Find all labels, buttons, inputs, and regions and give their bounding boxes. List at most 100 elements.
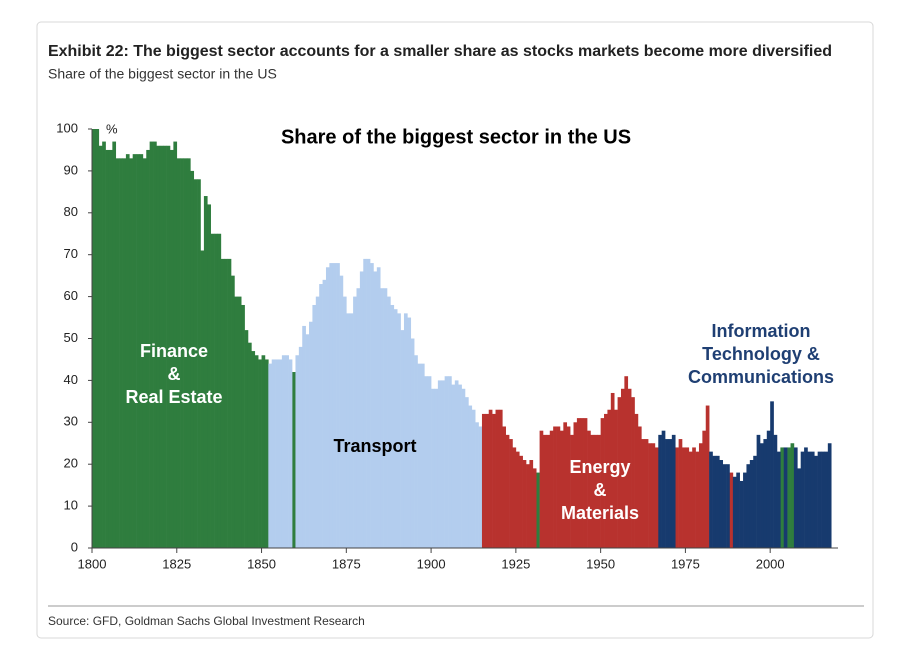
bar (824, 451, 829, 548)
bar (546, 434, 551, 548)
bar (254, 355, 259, 548)
bar (403, 313, 408, 548)
bar (444, 376, 449, 548)
bar (536, 472, 540, 548)
bar (431, 388, 435, 548)
bar (336, 263, 340, 548)
bar (339, 275, 344, 548)
bar (505, 434, 510, 548)
bar (705, 405, 710, 548)
bar (465, 397, 469, 548)
bar (522, 460, 527, 548)
bar (665, 439, 669, 548)
bar (197, 179, 201, 548)
bar (424, 376, 428, 548)
bar (309, 321, 313, 548)
bar (295, 355, 300, 548)
bar (610, 392, 615, 548)
bar (173, 141, 178, 548)
annotation: Technology & (702, 344, 820, 364)
bar (356, 288, 361, 548)
header-subtitle: Share of the biggest sector in the US (48, 66, 277, 82)
bar (288, 359, 293, 548)
bar (207, 204, 211, 549)
bar (641, 439, 646, 548)
bar (380, 288, 384, 548)
bar (607, 409, 612, 548)
bar (353, 296, 357, 548)
bar (305, 334, 310, 548)
bar (153, 141, 157, 548)
bar (136, 154, 140, 548)
bar (359, 271, 364, 548)
bar (800, 451, 805, 548)
bar (692, 447, 696, 548)
bar (481, 413, 486, 548)
bar (261, 355, 266, 548)
bar (264, 359, 269, 548)
bar (186, 158, 191, 548)
bar (417, 363, 422, 548)
bar (763, 439, 768, 548)
bar (644, 439, 649, 548)
bar (719, 460, 724, 548)
bar (376, 267, 381, 548)
bar (98, 145, 103, 548)
bar (349, 313, 354, 548)
bar (780, 447, 785, 548)
bar (224, 258, 228, 548)
x-tick-label: 1925 (501, 556, 530, 571)
bar (773, 434, 778, 548)
y-tick-label: 50 (64, 330, 78, 345)
bar (281, 355, 286, 548)
bar (576, 418, 581, 548)
annotation: Information (712, 321, 811, 341)
annotation: & (594, 480, 607, 500)
bar (190, 170, 195, 548)
annotation: Energy (569, 457, 630, 477)
bar (454, 380, 459, 548)
bar (383, 288, 388, 548)
bar (319, 284, 323, 548)
y-tick-label: 10 (64, 498, 78, 513)
bar (485, 413, 490, 548)
bar (149, 141, 154, 548)
bar (241, 304, 245, 548)
bar (92, 129, 96, 548)
bar (597, 434, 601, 548)
bar (804, 447, 808, 548)
bar (573, 422, 578, 548)
bar (407, 317, 412, 548)
bar (210, 233, 215, 548)
bar (807, 451, 812, 548)
bar (166, 145, 171, 548)
bar (183, 158, 188, 548)
bar (570, 434, 574, 548)
bar (258, 359, 262, 548)
bar (146, 149, 150, 548)
bar (698, 443, 703, 548)
bar (671, 434, 676, 548)
bar (587, 430, 591, 548)
bar (519, 455, 523, 548)
bar (566, 426, 571, 548)
y-tick-label: 20 (64, 456, 78, 471)
bar (200, 250, 205, 548)
bar (515, 451, 520, 548)
bar (661, 430, 666, 548)
bar (760, 443, 764, 548)
bar (169, 149, 174, 548)
bar (244, 330, 249, 548)
bar (810, 451, 815, 548)
bar (627, 388, 632, 548)
bar (227, 258, 232, 548)
bar (702, 430, 707, 548)
bar (682, 447, 686, 548)
bar (420, 363, 425, 548)
bar (370, 263, 374, 548)
bar (298, 346, 303, 548)
bar (529, 460, 534, 548)
bar (302, 325, 306, 548)
bar (203, 196, 208, 549)
bar (163, 145, 167, 548)
